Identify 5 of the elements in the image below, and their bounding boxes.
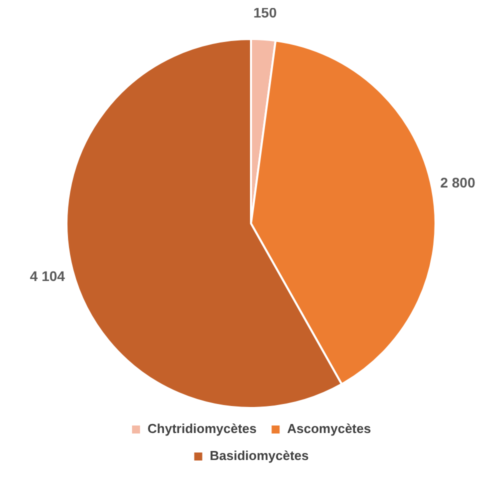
legend-label: Ascomycètes	[287, 421, 371, 436]
legend-label: Chytridiomycètes	[148, 421, 257, 436]
legend-label: Basidiomycètes	[210, 448, 309, 464]
data-label: 2 800	[440, 174, 476, 191]
data-label: 4 104	[30, 268, 66, 284]
